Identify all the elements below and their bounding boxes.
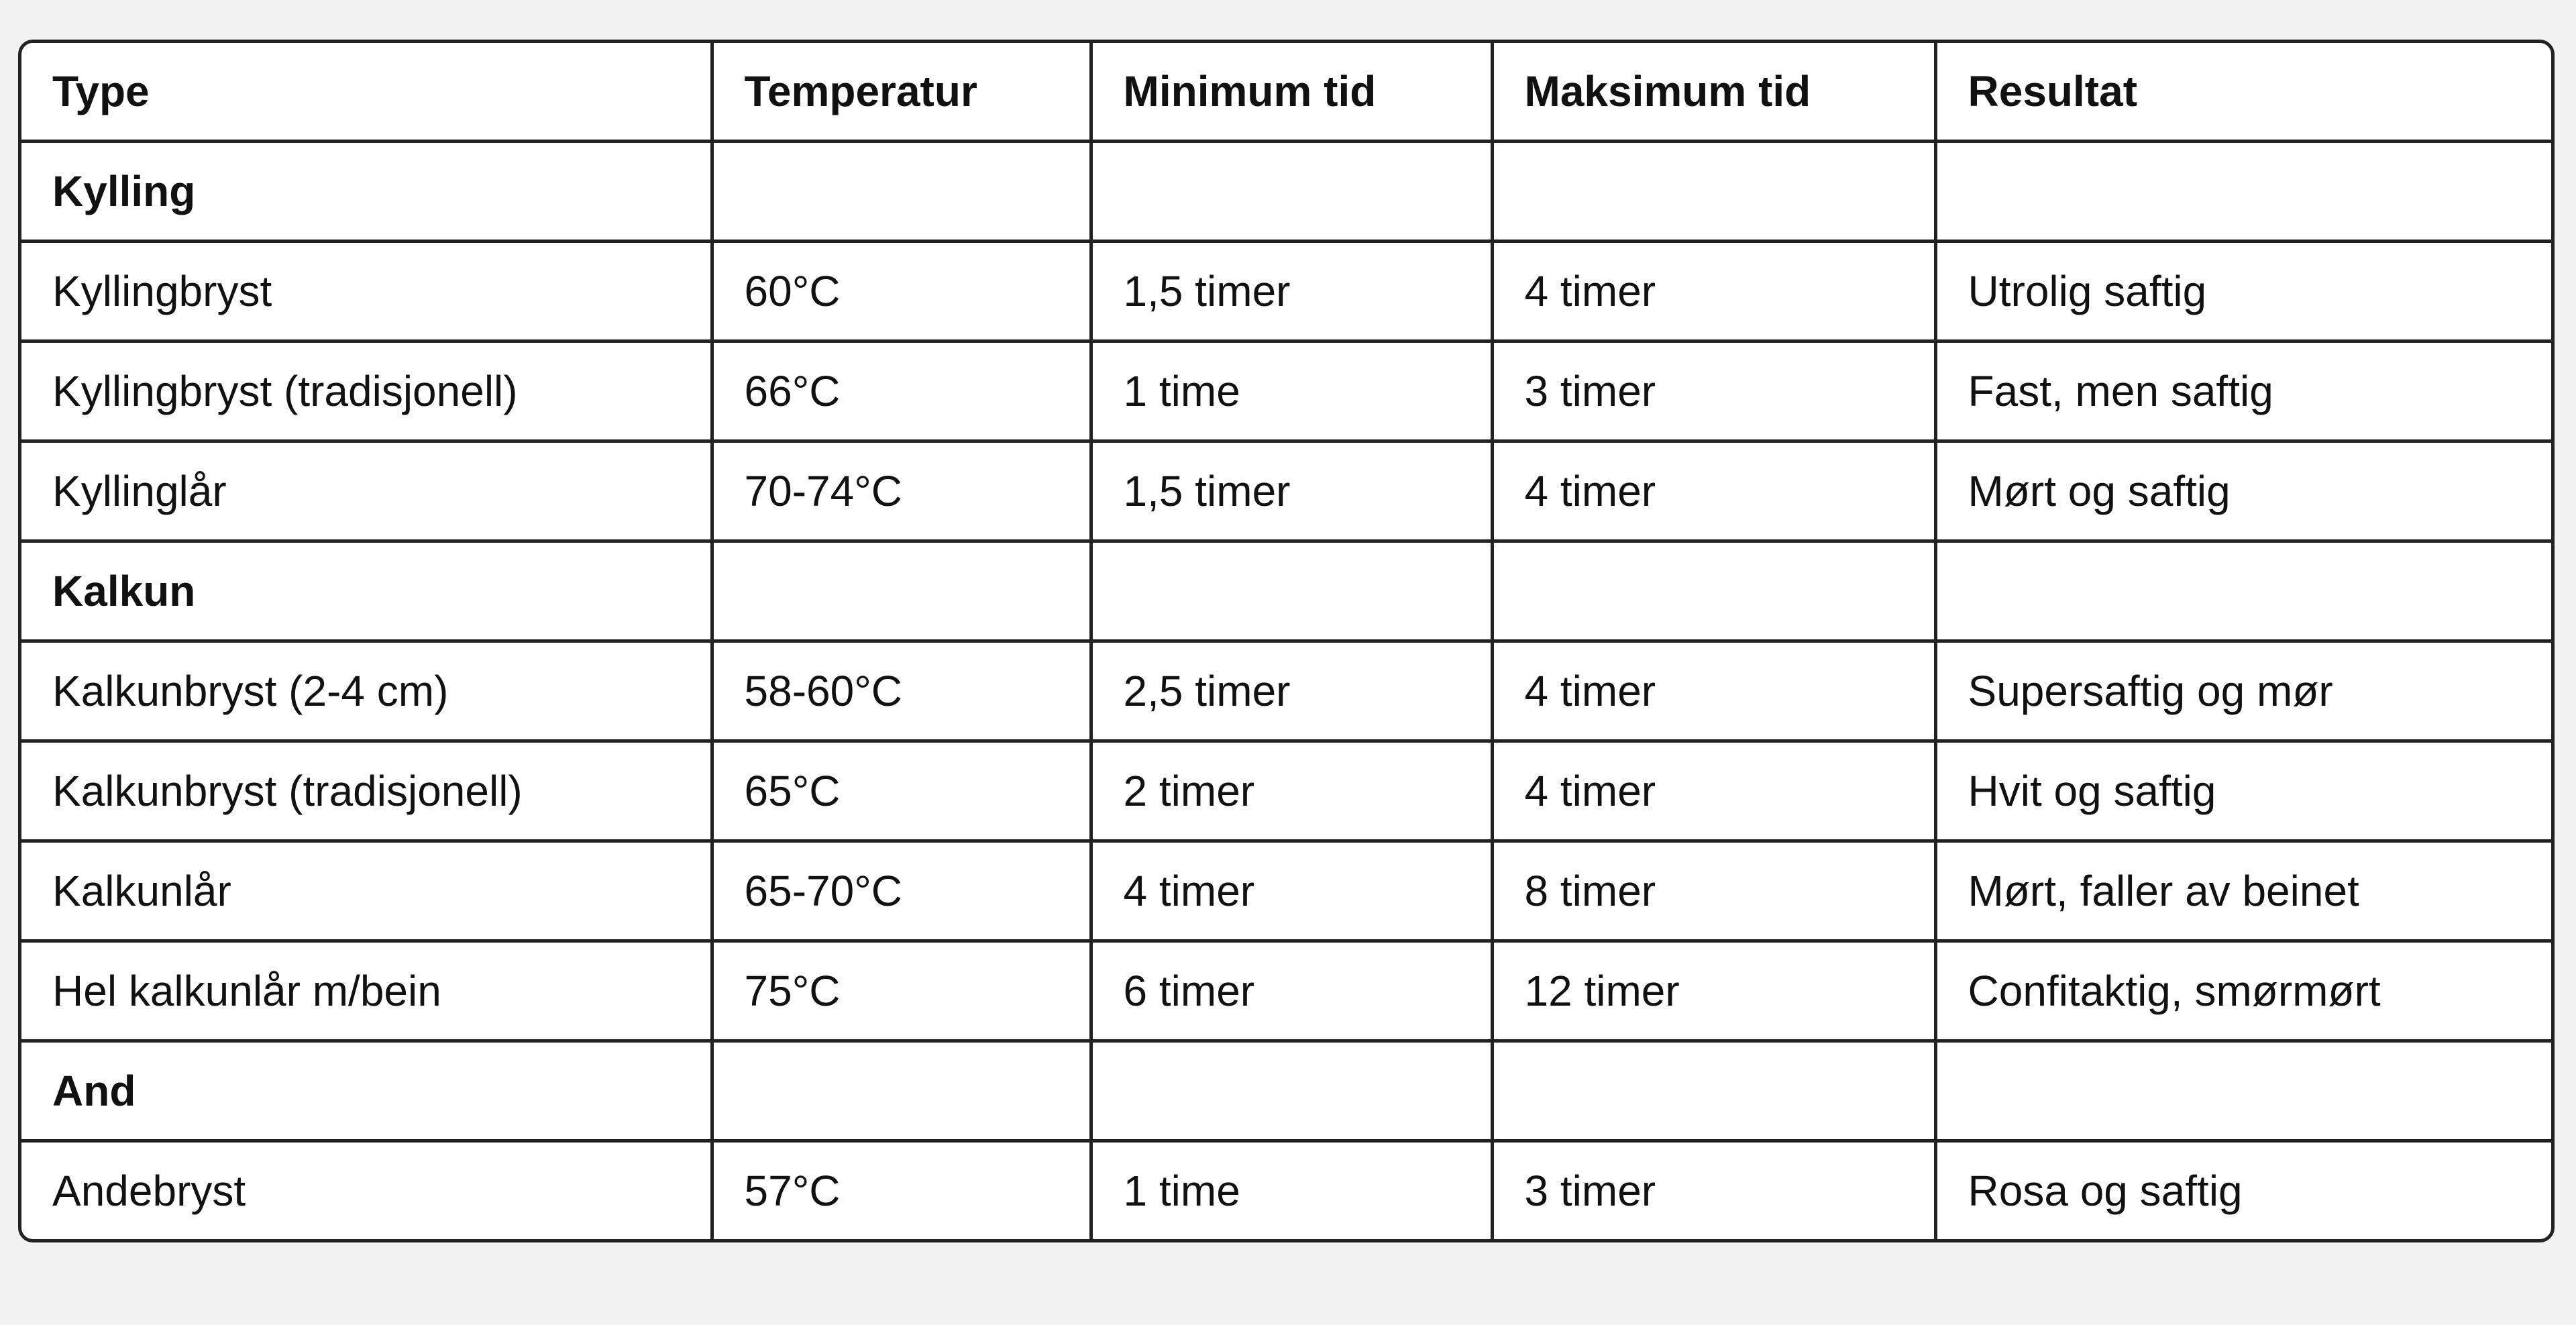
cell: 2,5 timer [1089, 639, 1494, 743]
data-row: Kalkunlår 65-70°C 4 timer 8 timer Mørt, fall… [21, 839, 2551, 943]
cell: 4 timer [1490, 739, 1937, 843]
cell: 2 timer [1089, 739, 1494, 843]
cell: 75°C [710, 939, 1093, 1043]
cell: Hvit og saftig [1933, 739, 2551, 843]
empty-cell [710, 1039, 1093, 1143]
empty-cell [1089, 539, 1494, 643]
cell: Kalkunlår [21, 839, 714, 943]
cell: 4 timer [1490, 240, 1937, 343]
section-row: Kalkun [21, 539, 2551, 643]
section-cell: And [21, 1039, 714, 1143]
cell: 1 time [1089, 1139, 1494, 1239]
empty-cell [1490, 539, 1937, 643]
header-row: Type Temperatur Minimum tid Maksimum tid Res… [21, 43, 2551, 143]
cell: 57°C [710, 1139, 1093, 1239]
empty-cell [1490, 1039, 1937, 1143]
header-cell: Resultat [1933, 43, 2551, 143]
empty-cell [1089, 1039, 1494, 1143]
cell: Andebryst [21, 1139, 714, 1239]
cell: 6 timer [1089, 939, 1494, 1043]
cell: 1 time [1089, 339, 1494, 443]
cell: Mørt og saftig [1933, 439, 2551, 543]
data-row: Kyllingbryst 60°C 1,5 timer 4 timer Utrolig … [21, 240, 2551, 343]
header-cell: Maksimum tid [1490, 43, 1937, 143]
section-cell: Kylling [21, 140, 714, 243]
cell: 1,5 timer [1089, 240, 1494, 343]
section-row: Kylling [21, 140, 2551, 243]
cell: 60°C [710, 240, 1093, 343]
section-row: And [21, 1039, 2551, 1143]
cell: Kalkunbryst (2-4 cm) [21, 639, 714, 743]
data-row: Kyllingbryst (tradisjonell) 66°C 1 time 3 t… [21, 339, 2551, 443]
cell: 8 timer [1490, 839, 1937, 943]
cell: 4 timer [1490, 439, 1937, 543]
empty-cell [1933, 140, 2551, 243]
cell: Supersaftig og mør [1933, 639, 2551, 743]
cell: Fast, men saftig [1933, 339, 2551, 443]
cell: Rosa og saftig [1933, 1139, 2551, 1239]
empty-cell [1490, 140, 1937, 243]
section-cell: Kalkun [21, 539, 714, 643]
cell: 58-60°C [710, 639, 1093, 743]
cell: Utrolig saftig [1933, 240, 2551, 343]
cell: 65°C [710, 739, 1093, 843]
data-row: Kalkunbryst (2-4 cm) 58-60°C 2,5 timer 4 ti… [21, 639, 2551, 743]
empty-cell [710, 539, 1093, 643]
empty-cell [1933, 1039, 2551, 1143]
header-cell: Type [21, 43, 714, 143]
cell: 3 timer [1490, 339, 1937, 443]
empty-cell [1933, 539, 2551, 643]
header-cell: Minimum tid [1089, 43, 1494, 143]
header-cell: Temperatur [710, 43, 1093, 143]
data-row: Kyllinglår 70-74°C 1,5 timer 4 timer Mørt og… [21, 439, 2551, 543]
cell: 65-70°C [710, 839, 1093, 943]
empty-cell [1089, 140, 1494, 243]
cell: 12 timer [1490, 939, 1937, 1043]
cell: Kyllinglår [21, 439, 714, 543]
empty-cell [710, 140, 1093, 243]
cell: Kyllingbryst (tradisjonell) [21, 339, 714, 443]
data-row: Kalkunbryst (tradisjonell) 65°C 2 timer 4 t… [21, 739, 2551, 843]
cell: 4 timer [1490, 639, 1937, 743]
cell: Kyllingbryst [21, 240, 714, 343]
cell: Kalkunbryst (tradisjonell) [21, 739, 714, 843]
table-container: Type Temperatur Minimum tid Maksimum tid Res… [18, 40, 2555, 1242]
data-row: Andebryst 57°C 1 time 3 timer Rosa og saftig [21, 1139, 2551, 1239]
cell: 3 timer [1490, 1139, 1937, 1239]
cell: 70-74°C [710, 439, 1093, 543]
data-row: Hel kalkunlår m/bein 75°C 6 timer 12 timer C… [21, 939, 2551, 1043]
cell: Confitaktig, smørmørt [1933, 939, 2551, 1043]
cell: 4 timer [1089, 839, 1494, 943]
table: Type Temperatur Minimum tid Maksimum tid Res… [21, 43, 2551, 1239]
cell: Mørt, faller av beinet [1933, 839, 2551, 943]
cell: 66°C [710, 339, 1093, 443]
cell: 1,5 timer [1089, 439, 1494, 543]
cell: Hel kalkunlår m/bein [21, 939, 714, 1043]
